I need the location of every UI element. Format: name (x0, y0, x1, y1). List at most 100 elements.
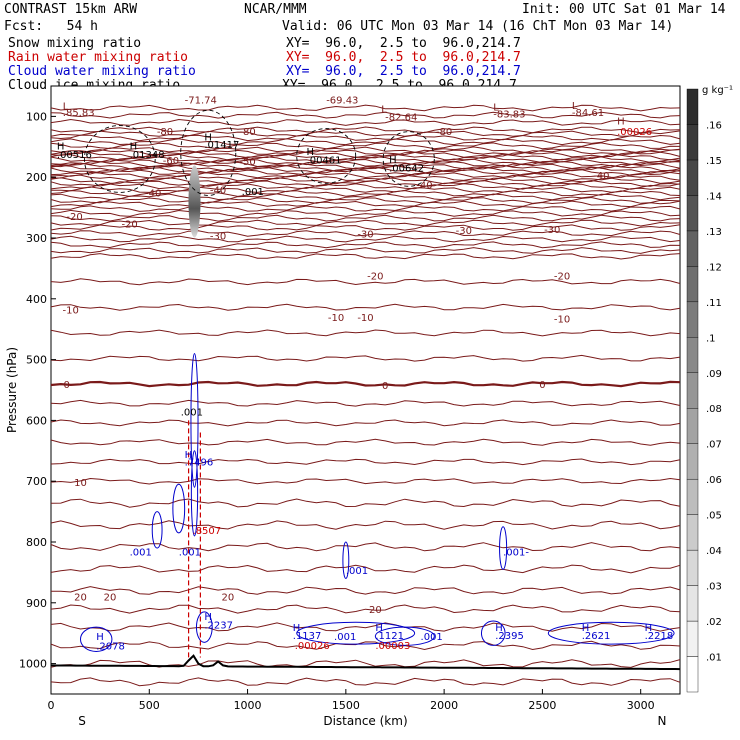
temperature-contour (50, 158, 681, 166)
y-tick-label: 800 (26, 536, 47, 549)
temperature-contour (50, 399, 681, 407)
temperature-contour (50, 235, 681, 243)
extremum-label: .001 (181, 407, 203, 418)
colorbar-segment (686, 656, 699, 693)
cloud-water-contour (190, 353, 199, 488)
temperature-contour (50, 498, 681, 508)
temperature-contour (50, 118, 681, 126)
cloud-water-contour (151, 511, 163, 549)
temperature-contour-label: -20 (554, 272, 570, 283)
temperature-contour-label: -10 (554, 314, 570, 325)
temperature-contour (50, 111, 681, 119)
temperature-contour (50, 278, 681, 286)
colorbar-segment (686, 585, 699, 622)
y-tick-label: 1000 (19, 658, 47, 671)
extremum-label: H (96, 632, 104, 643)
extremum-label: .01417 (204, 140, 239, 151)
init-time: Init: 00 UTC Sat 01 Mar 14 (522, 2, 726, 17)
extremum-label: H (204, 612, 212, 623)
extremum-label: H (389, 155, 397, 166)
extremum-label: .00516 (57, 150, 92, 161)
temperature-contour-label: -80 (157, 127, 173, 138)
temperature-contour (50, 622, 681, 632)
temperature-contour (50, 253, 681, 260)
cloud-water-contour (499, 526, 508, 570)
terrain-surface (50, 654, 681, 671)
temperature-contour-label: -30 (456, 226, 472, 237)
colorbar-tick-label: .16 (706, 120, 722, 131)
field-cloud-xy: XY= 96.0, 2.5 to 96.0,214.7 (286, 64, 521, 79)
temperature-contour (50, 303, 681, 311)
colorbar-segment (686, 620, 699, 657)
extremum-label: H (293, 623, 301, 634)
colorbar-tick-label: .03 (706, 582, 722, 593)
temperature-contour (50, 329, 681, 337)
extremum-label: H (57, 142, 65, 153)
forecast-hour: Fcst: 54 h (4, 19, 98, 34)
temperature-contour-label: -80 (436, 127, 452, 138)
field-rain-xy: XY= 96.0, 2.5 to 96.0,214.7 (286, 50, 521, 65)
temperature-contour (50, 193, 681, 201)
colorbar-tick-label: .13 (706, 227, 722, 238)
y-tick-label: 500 (26, 354, 47, 367)
y-axis-label: Pressure (hPa) (5, 347, 19, 433)
colorbar-segment (686, 443, 699, 480)
cloud-ice-contour (296, 128, 357, 184)
field-snow-xy: XY= 96.0, 2.5 to 96.0,214.7 (286, 36, 521, 51)
extremum-label: H (375, 623, 383, 634)
temperature-contour (50, 214, 681, 222)
extremum-label: .2621 (582, 631, 611, 642)
colorbar-segment (686, 159, 699, 196)
x-tick-label: 0 (48, 699, 55, 712)
temperature-contour (51, 174, 681, 182)
extremum-label: .7496 (185, 458, 214, 469)
north-label: N (658, 714, 667, 728)
temperature-contour-label: 0 (64, 380, 70, 391)
x-tick-label: 2000 (430, 699, 458, 712)
field-rain-name: Rain water mixing ratio (8, 50, 189, 65)
temperature-contour (50, 104, 681, 112)
temperature-contour (50, 169, 681, 176)
colorbar-tick-label: .09 (706, 369, 722, 380)
temperature-contour-label: -40 (593, 171, 609, 182)
extremum-label: H (582, 623, 590, 634)
temperature-contour-label: -60 (163, 156, 179, 167)
colorbar-segment (686, 124, 699, 161)
temperature-contour (50, 171, 681, 179)
temperature-contour-label: -40 (416, 180, 432, 191)
temperature-contour-label: -10 (62, 306, 78, 317)
colorbar-segment (686, 88, 699, 125)
extremum-label: .2237 (204, 621, 233, 632)
extremum-label: .001- (503, 548, 529, 559)
extremum-label: .001 (334, 632, 356, 643)
temperature-contour (50, 640, 681, 651)
extremum-label: .001 (346, 566, 368, 577)
y-tick-label: 100 (26, 110, 47, 123)
cloud-ice-contour (180, 109, 237, 196)
extremum-label: H (185, 450, 193, 461)
x-tick-label: 1000 (234, 699, 262, 712)
colorbar-segment (686, 230, 699, 267)
colorbar-tick-label: .01 (706, 653, 722, 664)
colorbar-tick-label: .1 (706, 333, 716, 344)
temperature-contour (50, 586, 681, 595)
cloud-water-contour (547, 621, 675, 645)
temperature-contour (50, 186, 681, 193)
cloud-water-contour (296, 621, 416, 645)
plot-title: CONTRAST 15km ARW (4, 2, 138, 17)
extremum-label: H (307, 147, 315, 158)
temperature-contour-label: 0 (539, 380, 545, 391)
temperature-contour (50, 542, 681, 552)
temperature-contour-label: -20 (367, 272, 383, 283)
temperature-contour-label: -50 (239, 157, 255, 168)
extremum-label: H (617, 117, 625, 128)
temperature-contour (50, 146, 681, 154)
extremum-label: -84.61 (572, 108, 604, 119)
temperature-contour (50, 200, 681, 208)
extremum-label: H (495, 623, 503, 634)
extremum-label: -69.43 (326, 95, 358, 106)
colorbar-tick-label: .02 (706, 617, 722, 628)
colorbar-tick-label: .14 (706, 191, 722, 202)
temperature-contour (50, 419, 681, 427)
extremum-label: H (130, 142, 138, 153)
